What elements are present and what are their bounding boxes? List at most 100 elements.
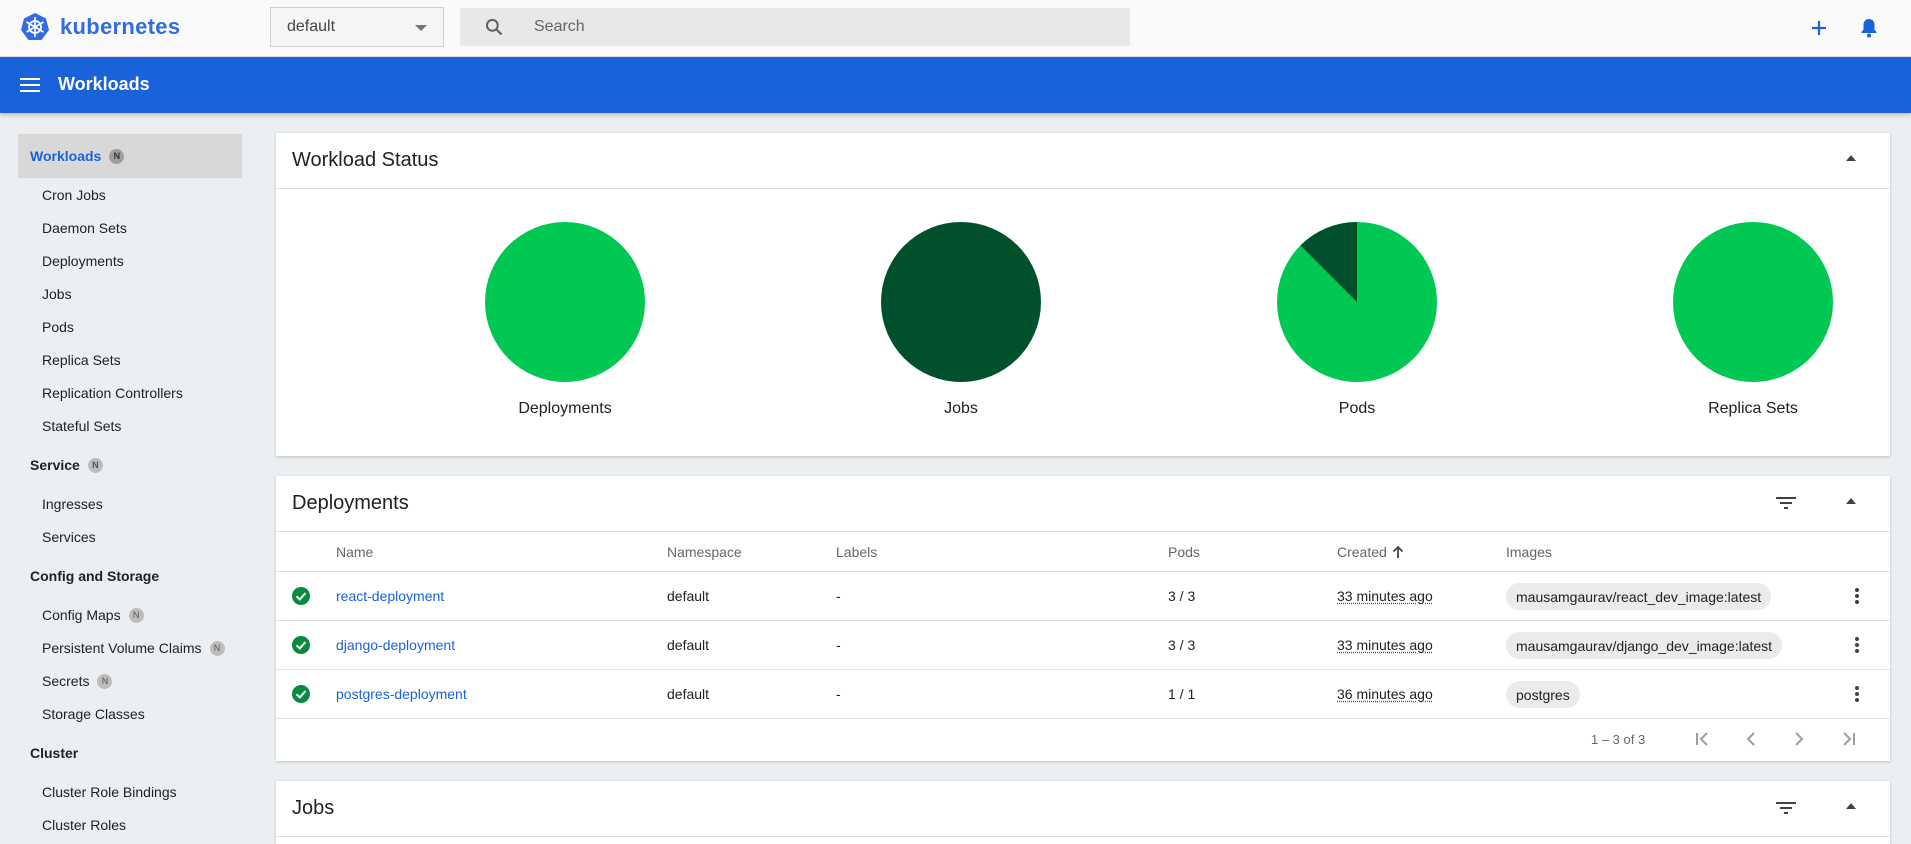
deployment-pods: 1 / 1 (1168, 686, 1195, 702)
namespaced-badge: N (88, 458, 103, 473)
status-charts: Deployments Jobs Pods Replica Sets (276, 189, 1890, 453)
sidebar-item-label: Workloads (30, 148, 101, 164)
sidebar-item-ingresses[interactable]: Ingresses (42, 494, 103, 514)
card-title: Jobs (292, 797, 334, 820)
collapse-icon[interactable] (1846, 155, 1856, 161)
column-name[interactable]: Name (336, 544, 373, 560)
next-page-icon[interactable] (1792, 731, 1806, 747)
table-row[interactable]: postgres-deployment default - 1 / 1 36 m… (276, 670, 1890, 719)
filter-icon[interactable] (1776, 800, 1796, 816)
table-row[interactable]: react-deployment default - 3 / 3 33 minu… (276, 572, 1890, 621)
sidebar-item-pods[interactable]: Pods (42, 317, 74, 337)
search-input[interactable] (534, 8, 1114, 46)
sidebar-item-jobs[interactable]: Jobs (42, 284, 72, 304)
sidebar-item-replication-controllers[interactable]: Replication Controllers (42, 383, 183, 403)
sidebar-item-services[interactable]: Services (42, 527, 96, 547)
deployment-pods: 3 / 3 (1168, 637, 1195, 653)
previous-page-icon[interactable] (1744, 731, 1758, 747)
table-row[interactable]: django-deployment default - 3 / 3 33 min… (276, 621, 1890, 670)
first-page-icon[interactable] (1694, 731, 1712, 747)
deployment-name-link[interactable]: react-deployment (336, 588, 444, 604)
collapse-icon[interactable] (1846, 803, 1856, 809)
more-actions-icon[interactable] (1854, 685, 1860, 703)
namespaced-badge: N (210, 641, 225, 656)
card-title: Workload Status (292, 149, 438, 172)
pie-slice-succeeded (881, 222, 1041, 382)
deployment-created[interactable]: 33 minutes ago (1337, 637, 1433, 653)
jobs-pie (881, 222, 1041, 382)
notifications-bell-icon[interactable] (1857, 14, 1881, 42)
deployment-created[interactable]: 36 minutes ago (1337, 686, 1433, 702)
deployment-name-link[interactable]: postgres-deployment (336, 686, 467, 702)
sidebar-item-cron-jobs[interactable]: Cron Jobs (42, 185, 106, 205)
namespaced-badge: N (109, 149, 124, 164)
page-title: Workloads (58, 74, 150, 95)
sidebar-item-replica-sets[interactable]: Replica Sets (42, 350, 121, 370)
sidebar-section-label: Service (30, 457, 80, 473)
chart-label: Deployments (365, 400, 765, 418)
sidebar-item-stateful-sets[interactable]: Stateful Sets (42, 416, 121, 436)
image-chip: postgres (1506, 681, 1580, 708)
success-check-icon (292, 685, 310, 703)
chart-label: Jobs (761, 400, 1161, 418)
hamburger-menu-icon[interactable] (20, 76, 40, 94)
sidebar-section-config-and-storage[interactable]: Config and Storage (30, 566, 159, 586)
top-actions (1807, 14, 1881, 42)
logo-text: kubernetes (60, 14, 180, 40)
last-page-icon[interactable] (1839, 731, 1857, 747)
column-created[interactable]: Created (1337, 544, 1405, 560)
create-plus-icon[interactable] (1807, 14, 1831, 42)
deployments-card: Deployments Name Namespace Labels Pods C… (276, 476, 1890, 761)
deployment-labels: - (836, 637, 841, 653)
card-header: Workload Status (276, 133, 1890, 189)
deployment-labels: - (836, 588, 841, 604)
table-header: Name Namespace Labels Pods Created Image… (276, 532, 1890, 572)
replica-sets-pie (1673, 222, 1833, 382)
column-images: Images (1506, 544, 1552, 560)
sidebar-item-secrets[interactable]: Secrets N (42, 671, 112, 691)
deployment-namespace: default (667, 686, 709, 702)
pods-pie (1277, 222, 1437, 382)
sidebar-item-persistent-volume-claims[interactable]: Persistent Volume Claims N (42, 638, 225, 658)
chart-label: Replica Sets (1553, 400, 1911, 418)
namespace-select[interactable]: default (270, 7, 444, 47)
sidebar-section-cluster[interactable]: Cluster (30, 743, 78, 763)
sidebar-item-cluster-roles[interactable]: Cluster Roles (42, 815, 126, 835)
deployment-name-link[interactable]: django-deployment (336, 637, 455, 653)
filter-icon[interactable] (1776, 495, 1796, 511)
sidebar-item-label: Config Maps (42, 607, 121, 623)
deployments-pie (485, 222, 645, 382)
column-labels: Labels (836, 544, 877, 560)
sidebar-item-deployments[interactable]: Deployments (42, 251, 124, 271)
more-actions-icon[interactable] (1854, 587, 1860, 605)
sidebar-item-label: Persistent Volume Claims (42, 640, 202, 656)
workload-status-card: Workload Status Deployments Jobs Pods Re… (276, 133, 1890, 456)
deployment-pods: 3 / 3 (1168, 588, 1195, 604)
jobs-card: Jobs (276, 781, 1890, 844)
sidebar-item-storage-classes[interactable]: Storage Classes (42, 704, 145, 724)
sidebar-item-cluster-role-bindings[interactable]: Cluster Role Bindings (42, 782, 177, 802)
success-check-icon (292, 587, 310, 605)
page-toolbar: Workloads (0, 57, 1911, 113)
card-header: Deployments (276, 476, 1890, 532)
sort-arrow-up-icon (1391, 545, 1405, 559)
pie-slice-running (485, 222, 645, 382)
deployment-labels: - (836, 686, 841, 702)
image-chip: mausamgaurav/react_dev_image:latest (1506, 583, 1771, 610)
chart-label: Pods (1157, 400, 1557, 418)
more-actions-icon[interactable] (1854, 636, 1860, 654)
success-check-icon (292, 636, 310, 654)
sidebar-item-workloads[interactable]: Workloads N (30, 146, 124, 166)
column-namespace[interactable]: Namespace (667, 544, 742, 560)
pie-slice-running (1673, 222, 1833, 382)
sidebar-item-config-maps[interactable]: Config Maps N (42, 605, 144, 625)
deployment-created[interactable]: 33 minutes ago (1337, 588, 1433, 604)
image-chip: mausamgaurav/django_dev_image:latest (1506, 632, 1782, 659)
sidebar-section-service[interactable]: Service N (30, 455, 103, 475)
sidebar-item-daemon-sets[interactable]: Daemon Sets (42, 218, 127, 238)
column-pods: Pods (1168, 544, 1200, 560)
kubernetes-logo[interactable]: kubernetes (20, 12, 180, 42)
sidebar-item-label: Secrets (42, 673, 89, 689)
page-range-label: 1 – 3 of 3 (1591, 732, 1645, 747)
collapse-icon[interactable] (1846, 498, 1856, 504)
